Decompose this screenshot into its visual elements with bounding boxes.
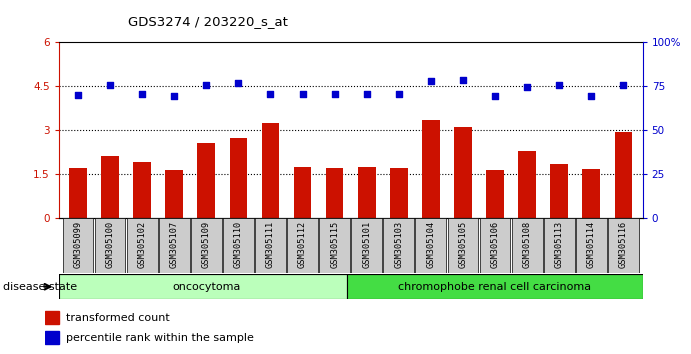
Bar: [348, 274, 643, 299]
Text: GSM305106: GSM305106: [491, 221, 500, 268]
Bar: [551, 164, 568, 218]
Bar: [59, 274, 348, 299]
Text: GSM305101: GSM305101: [362, 221, 371, 268]
Bar: [102, 156, 119, 218]
Bar: [518, 150, 536, 218]
Bar: [358, 167, 375, 218]
Point: [297, 92, 308, 97]
Bar: [448, 218, 478, 273]
Text: GSM305107: GSM305107: [170, 221, 179, 268]
Bar: [512, 218, 542, 273]
Point: [586, 93, 597, 98]
Bar: [223, 218, 254, 273]
Text: chromophobe renal cell carcinoma: chromophobe renal cell carcinoma: [399, 282, 591, 292]
Text: disease state: disease state: [3, 282, 77, 292]
Point: [457, 77, 468, 83]
Bar: [614, 132, 632, 218]
Bar: [415, 218, 446, 273]
Bar: [69, 168, 87, 218]
Point: [553, 82, 565, 88]
Bar: [390, 168, 408, 218]
Bar: [198, 143, 215, 218]
Bar: [95, 218, 126, 273]
Bar: [63, 218, 93, 273]
Bar: [454, 127, 472, 218]
Point: [393, 92, 404, 97]
Point: [201, 82, 212, 88]
Point: [73, 92, 84, 98]
Point: [233, 80, 244, 86]
Bar: [133, 162, 151, 218]
Bar: [608, 218, 638, 273]
Text: GSM305113: GSM305113: [555, 221, 564, 268]
Text: GSM305110: GSM305110: [234, 221, 243, 268]
Bar: [294, 167, 312, 218]
Bar: [319, 218, 350, 273]
Text: GSM305100: GSM305100: [106, 221, 115, 268]
Bar: [486, 170, 504, 218]
Bar: [583, 169, 600, 218]
Bar: [255, 218, 286, 273]
Point: [361, 92, 372, 97]
Text: GSM305103: GSM305103: [395, 221, 404, 268]
Point: [522, 84, 533, 90]
Text: GDS3274 / 203220_s_at: GDS3274 / 203220_s_at: [128, 15, 287, 28]
Text: GSM305102: GSM305102: [138, 221, 146, 268]
Bar: [422, 120, 439, 218]
Text: GSM305114: GSM305114: [587, 221, 596, 268]
Bar: [287, 218, 318, 273]
Bar: [544, 218, 575, 273]
Bar: [126, 218, 158, 273]
Point: [104, 82, 115, 88]
Text: GSM305108: GSM305108: [522, 221, 531, 268]
Text: GSM305099: GSM305099: [73, 221, 82, 268]
Bar: [384, 218, 414, 273]
Bar: [326, 168, 343, 218]
Text: GSM305104: GSM305104: [426, 221, 435, 268]
Text: transformed count: transformed count: [66, 313, 169, 323]
Text: GSM305111: GSM305111: [266, 221, 275, 268]
Point: [618, 82, 629, 88]
Point: [169, 93, 180, 98]
Point: [265, 92, 276, 97]
Text: oncocytoma: oncocytoma: [172, 282, 240, 292]
Point: [426, 78, 437, 84]
Text: percentile rank within the sample: percentile rank within the sample: [66, 332, 254, 343]
Point: [137, 91, 148, 96]
Bar: [351, 218, 382, 273]
Text: GSM305109: GSM305109: [202, 221, 211, 268]
Text: GSM305112: GSM305112: [298, 221, 307, 268]
Bar: [480, 218, 511, 273]
Point: [489, 93, 500, 98]
Bar: [45, 311, 59, 324]
Bar: [159, 218, 189, 273]
Point: [329, 92, 340, 97]
Text: GSM305105: GSM305105: [458, 221, 468, 268]
Bar: [191, 218, 222, 273]
Text: GSM305115: GSM305115: [330, 221, 339, 268]
Bar: [229, 138, 247, 218]
Bar: [576, 218, 607, 273]
Bar: [262, 123, 279, 218]
Bar: [45, 331, 59, 344]
Bar: [165, 170, 183, 218]
Text: GSM305116: GSM305116: [619, 221, 628, 268]
